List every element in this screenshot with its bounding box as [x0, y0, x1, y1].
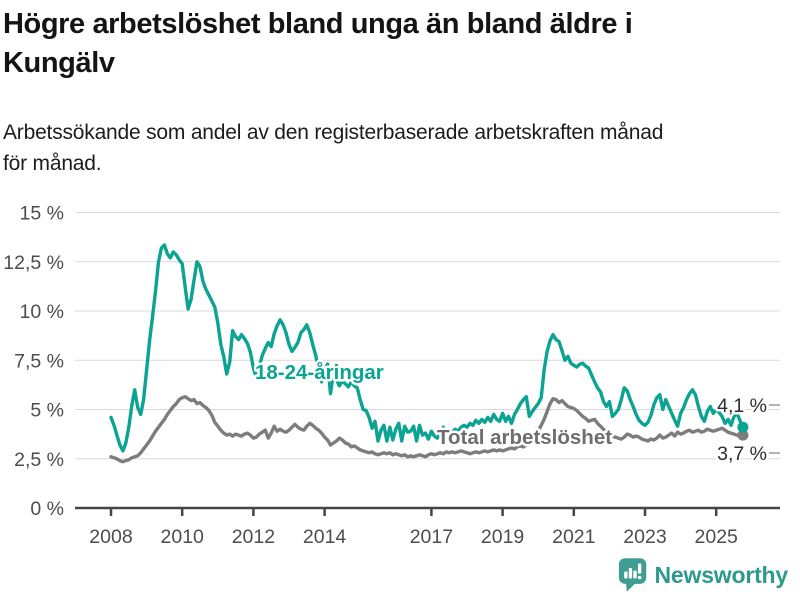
page-title: Högre arbetslöshet bland unga än bland ä… [3, 5, 793, 83]
total-series-label: Total arbetslöshet [437, 426, 612, 449]
x-tick-label: 2023 [623, 526, 666, 548]
x-tick-label: 2014 [303, 526, 347, 548]
y-tick-label: 7,5 % [14, 350, 64, 372]
series-end-dot-18-24-ringar [737, 421, 749, 433]
chart-subtitle: Arbetssökande som andel av den registerb… [3, 117, 793, 179]
series-end-dot-total-arbetsl-shet [737, 429, 749, 441]
x-tick-label: 2010 [161, 526, 205, 548]
subtitle-line-1: Arbetssökande som andel av den registerb… [3, 121, 664, 144]
x-tick-label: 2025 [695, 526, 739, 548]
axis-group [75, 506, 780, 516]
series-line-18-24-ringar [109, 243, 745, 453]
y-tick-label: 2,5 % [14, 449, 64, 471]
x-tick-label: 2017 [410, 526, 453, 548]
y-tick-label: 15 % [20, 203, 64, 225]
annotation-labels-group: 18-24-åringar Total arbetslöshet 4,1 % 3… [253, 359, 780, 468]
total-end-value-label: 3,7 % [717, 443, 767, 465]
newsworthy-logo-icon [618, 558, 646, 592]
y-tick-label: 10 % [20, 301, 64, 323]
x-tick-label: 2008 [89, 526, 132, 548]
axis-labels-group: 0 % 2,5 % 5 % 7,5 % 10 % 12,5 % 15 % 2008 2010 20… [3, 203, 738, 549]
subtitle-line-2: för månad. [3, 152, 102, 175]
series-line-total-arbetsl-shet [109, 395, 745, 464]
title-line-2: Kungälv [3, 47, 115, 79]
y-tick-label: 0 % [30, 498, 64, 520]
x-tick-label: 2019 [481, 526, 524, 548]
y-tick-label: 12,5 % [3, 252, 64, 274]
series-group [109, 243, 749, 464]
y-tick-label: 5 % [30, 400, 64, 422]
title-line-1: Högre arbetslöshet bland unga än bland ä… [3, 8, 633, 40]
x-tick-label: 2012 [232, 526, 275, 548]
x-tick-label: 2021 [552, 526, 595, 548]
newsworthy-logo: Newsworthy [618, 557, 788, 593]
youth-series-label: 18-24-åringar [255, 361, 384, 384]
newsworthy-brand-text: Newsworthy [654, 561, 789, 588]
youth-end-value-label: 4,1 % [717, 395, 767, 417]
